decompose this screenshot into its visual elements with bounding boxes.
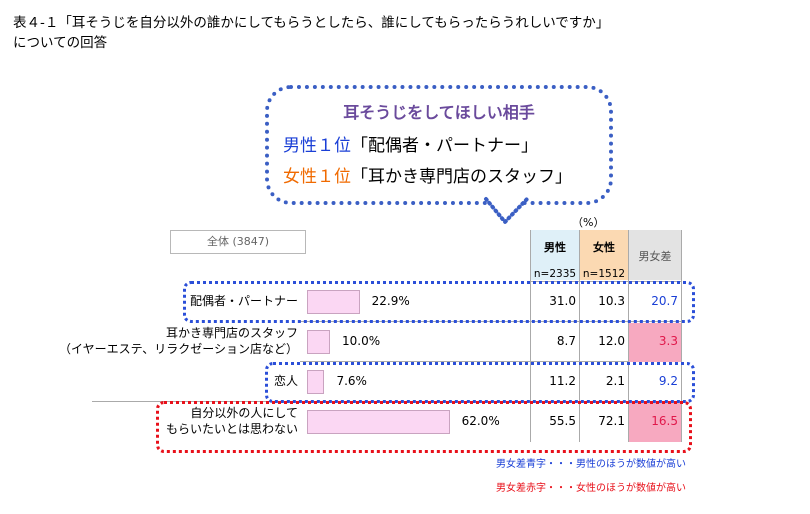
female-value: 10.3 [598, 294, 625, 308]
male-value: 11.2 [549, 374, 576, 388]
highlight-frame-lover [265, 362, 695, 403]
female-rank-answer: 「耳かき専門店のスタッフ」 [351, 167, 572, 187]
category-label-line: もらいたいとは思わない [165, 422, 298, 436]
male-header-label: 男性 [544, 241, 566, 254]
female-value: 72.1 [598, 414, 625, 428]
category-label-line: （イヤーエステ、リラクゼーション店など） [58, 342, 298, 356]
male-sample-size: n=2335 [533, 268, 577, 280]
diff-value: 9.2 [658, 374, 678, 388]
diff-header-label: 男女差 [638, 250, 672, 263]
page-title: 表４-１「耳そうじを自分以外の誰かにしてもらうとしたら、誰にしてもらったらうれし… [13, 13, 609, 53]
title-line-1: 表４-１「耳そうじを自分以外の誰かにしてもらうとしたら、誰にしてもらったらうれし… [13, 15, 610, 31]
highlight-frame-no-one [156, 401, 692, 453]
bar-total-label: 62.0% [461, 414, 500, 428]
male-rank-line: 男性１位「配偶者・パートナー」 [283, 131, 538, 156]
female-header-label: 女性 [593, 241, 615, 254]
category-label: 耳かき専門店のスタッフ （イヤーエステ、リラクゼーション店など） [59, 325, 298, 357]
category-label: 自分以外の人にしてもらいたいとは思わない [166, 405, 298, 437]
grid-line-diff-left [628, 230, 629, 442]
diff-value: 16.5 [651, 414, 678, 428]
category-label-line: 自分以外の人にして [190, 406, 298, 420]
grid-line-diff-right [681, 230, 682, 442]
bar-total [307, 410, 450, 434]
highlight-frame-partner [183, 281, 695, 323]
category-label: 配偶者・パートナー [190, 293, 298, 309]
note-female-higher: 男女差赤字・・・女性のほうが数値が高い [496, 483, 686, 494]
note-male-higher: 男女差青字・・・男性のほうが数値が高い [496, 459, 686, 470]
female-rank-label: 女性１位 [283, 167, 351, 187]
total-sample-box: 全体 (3847) [170, 230, 306, 254]
male-rank-label: 男性１位 [283, 136, 351, 156]
title-line-2: についての回答 [13, 35, 108, 51]
diff-value: 20.7 [651, 294, 678, 308]
diff-value: 3.3 [658, 334, 678, 348]
female-value: 2.1 [605, 374, 625, 388]
speech-bubble [265, 85, 613, 205]
male-column-header: 男性 n=2335 [531, 230, 579, 280]
diff-column-header: 男女差 [629, 230, 681, 280]
male-value: 8.7 [556, 334, 576, 348]
bar-total-label: 22.9% [371, 294, 410, 308]
category-label-line: 耳かき専門店のスタッフ [165, 326, 298, 340]
bar-total-label: 7.6% [336, 374, 367, 388]
male-value: 31.0 [549, 294, 576, 308]
diff-cell-bg [629, 403, 681, 442]
category-label-line: 恋人 [273, 374, 298, 388]
bubble-heading: 耳そうじをしてほしい相手 [343, 103, 535, 122]
female-column-header: 女性 n=1512 [580, 230, 628, 280]
female-rank-line: 女性１位「耳かき専門店のスタッフ」 [283, 162, 572, 187]
category-label-line: 配偶者・パートナー [189, 294, 298, 308]
female-sample-size: n=1512 [582, 268, 626, 280]
female-value: 12.0 [598, 334, 625, 348]
bar-total [307, 370, 325, 394]
bar-total-label: 10.0% [342, 334, 381, 348]
grid-line-row-2 [300, 361, 682, 362]
bar-total [307, 290, 360, 314]
category-label: 恋人 [274, 373, 298, 389]
male-value: 55.5 [549, 414, 576, 428]
bar-total [307, 330, 330, 354]
grid-line-female-left [579, 230, 580, 442]
male-rank-answer: 「配偶者・パートナー」 [351, 136, 538, 156]
grid-line-male-left [530, 230, 531, 442]
diff-cell-bg [629, 323, 681, 362]
unit-label: （%） [572, 216, 605, 229]
